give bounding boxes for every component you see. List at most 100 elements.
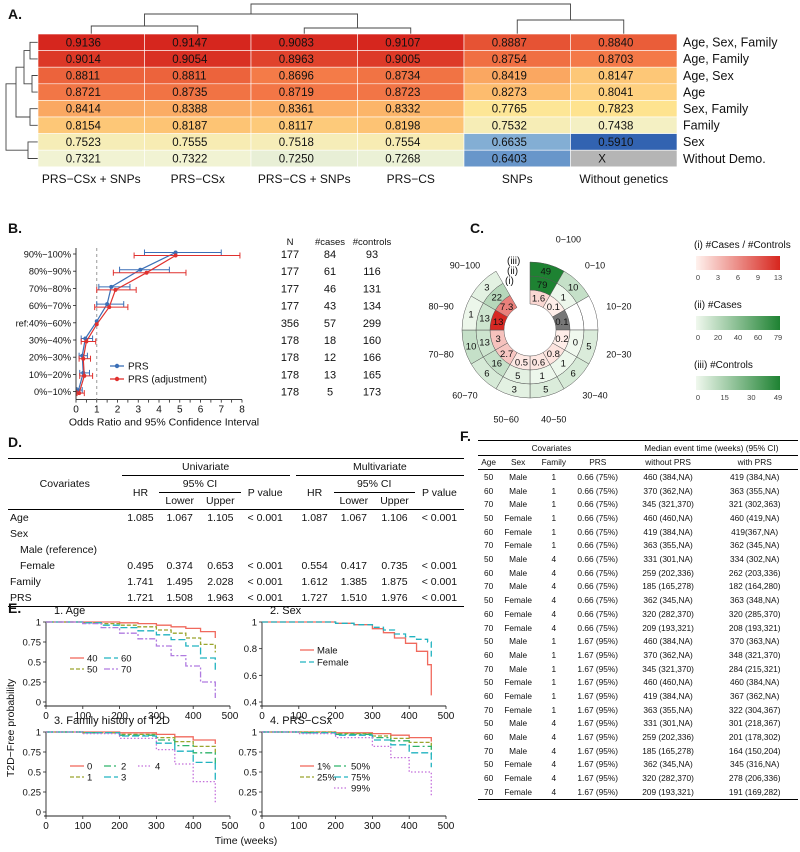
table-row: Female 0.495 0.374 0.653 < 0.001 0.554 0… (8, 558, 464, 574)
panel-d-cox-table: D. Covariates Univariate Multivariate HR… (0, 432, 470, 607)
ci-upper: 1.976 (374, 590, 415, 607)
legend-tick-label: 49 (774, 393, 782, 402)
heatmap-cell-value: 0.8734 (385, 71, 421, 83)
heatmap-cell-value: 0.7555 (172, 137, 207, 149)
uni-lower-header: Lower (159, 492, 200, 510)
heatmap-cell-value: 0.9014 (66, 54, 102, 66)
sector-label: 90−100 (450, 260, 480, 270)
table-row: 70 Female 1 0.66 (75%) 363 (355,NA) 362 (345,… (478, 539, 798, 553)
odds-ratio-point (82, 373, 87, 378)
heatmap-row-label: Age, Sex (683, 69, 734, 83)
y-tick-label: 0.4 (244, 698, 257, 709)
survival-curve (46, 731, 216, 780)
heatmap-column-label: SNPs (502, 172, 533, 185)
legend-tick-label: 20 (714, 333, 722, 342)
table-row: 60 Female 4 0.66 (75%) 320 (282,370) 320 (285… (478, 607, 798, 621)
table-row: 70 Male 4 1.67 (95%) 185 (165,278) 164 (150,2… (478, 744, 798, 758)
legend-swatch-dot (114, 376, 120, 382)
x-tick-label: 100 (290, 711, 307, 722)
legend-label: 60 (121, 654, 132, 665)
cases-value: 46 (324, 283, 336, 295)
survival-curve (262, 621, 432, 657)
f-without-prs-cell: 209 (193,321) (642, 622, 694, 633)
f-prs-cell: 0.66 (75%) (577, 567, 619, 578)
x-tick: 7 (218, 399, 224, 416)
f-with-prs-cell: 182 (164,280) (728, 581, 781, 592)
f-age-cell: 60 (484, 608, 494, 619)
legend-label: 50 (87, 665, 98, 676)
error-bar (133, 252, 241, 259)
table-row: 60 Male 1 0.66 (75%) 370 (362,NA) 363 (355,NA… (478, 484, 798, 498)
f-without-prs-cell: 259 (202,336) (642, 732, 694, 743)
error-bar (98, 283, 131, 290)
ratio-value: 1.6 (532, 294, 545, 305)
y-tick-label: 0.75 (239, 748, 258, 759)
table-row: 50 Male 1 1.67 (95%) 460 (384,NA) 370 (363,NA… (478, 635, 798, 649)
f-with-prs-cell: 321 (302,363) (728, 499, 781, 510)
cases-value: 13 (324, 369, 336, 381)
hr-value: 0.495 (127, 560, 154, 572)
x-axis-title: Time (weeks) (215, 835, 278, 847)
cases-value: 1 (561, 359, 566, 370)
f-sex-cell: Male (509, 471, 528, 482)
f-median-header: Median event time (weeks) (95% CI) (624, 440, 798, 456)
f-family-cell: 1 (551, 704, 557, 715)
heatmap-cell-value: 0.8811 (66, 71, 100, 83)
f-prs-cell: 0.66 (75%) (577, 595, 619, 606)
uni-p-header: P value (240, 475, 290, 510)
f-with-prs-cell: 201 (178,302) (728, 732, 781, 743)
odds-ratio-point (84, 339, 89, 344)
x-tick-label: 0 (43, 821, 49, 832)
legend-label: 2 (121, 762, 126, 773)
f-with-prs-cell: 284 (215,321) (728, 663, 781, 674)
f-prs-cell: 1.67 (95%) (577, 759, 619, 770)
ci-upper: 1.105 (207, 512, 234, 524)
table-row: Male (reference) (8, 542, 464, 558)
n-header: N (287, 237, 294, 248)
f-with-prs-cell: 191 (169,282) (711, 785, 798, 800)
x-tick-label: 200 (327, 821, 344, 832)
f-prs-cell: 0.66 (75%) (577, 608, 619, 619)
f-without-prs-cell: 370 (362,NA) (643, 485, 693, 496)
f-without-prs-cell: 419 (384,NA) (643, 526, 693, 537)
p-value: < 0.001 (414, 590, 464, 607)
auc-heatmap: 0.9136 0.9147 0.9083 0.9107 0.8887 0.8840 0.90… (5, 3, 778, 186)
legend-tick-label: 30 (747, 393, 755, 402)
f-sex-cell: Female (504, 608, 532, 619)
f-age-cell: 50 (484, 513, 494, 524)
f-family-cell: 1 (551, 663, 557, 674)
survival-curve (46, 621, 216, 638)
f-age-cell: 60 (484, 526, 494, 537)
cases-value: 57 (324, 318, 336, 330)
ratio-value: 0.1 (555, 317, 568, 328)
f-prs-header: PRS (570, 455, 625, 471)
p-value: < 0.001 (247, 576, 283, 588)
odds-ratio-point (77, 391, 82, 396)
legend-label: 3 (121, 773, 126, 784)
controls-value: 1 (468, 310, 473, 321)
ratio-value: 3 (495, 334, 500, 345)
controls-value: 166 (363, 352, 381, 364)
f-sex-cell: Male (509, 732, 528, 743)
n-value: 178 (281, 352, 299, 364)
f-sex-cell: Female (504, 690, 532, 701)
ci-lower: 1.385 (340, 576, 367, 588)
ci-upper: 1.963 (200, 590, 241, 607)
dendrogram-branch (250, 3, 571, 20)
cases-value: 12 (324, 352, 336, 364)
f-family-cell: 4 (551, 732, 557, 743)
sector-label: 0−100 (556, 235, 581, 245)
controls-value: 160 (363, 335, 381, 347)
controls-value: 5 (586, 341, 591, 352)
controls-value: 6 (484, 369, 489, 380)
heatmap-cell-value: 0.8147 (598, 71, 633, 83)
hr-value: 1.087 (301, 512, 328, 524)
f-age-cell: 70 (484, 663, 494, 674)
heatmap-column-label: PRS−CS (387, 172, 435, 185)
x-tick: 0 (73, 399, 79, 416)
heatmap-cell-value: 0.6635 (492, 137, 527, 149)
heatmap-cell-value: 0.8721 (66, 87, 101, 99)
dendrogram (5, 3, 625, 159)
sector-label: 20−30 (606, 349, 631, 359)
